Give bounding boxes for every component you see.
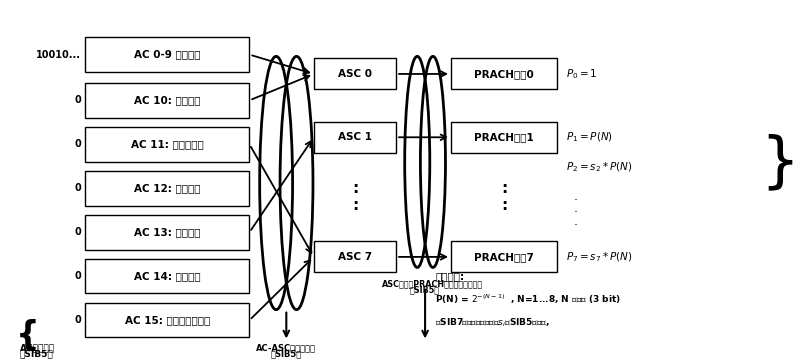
FancyBboxPatch shape bbox=[85, 37, 250, 72]
Text: 0: 0 bbox=[74, 183, 81, 193]
Text: 0: 0 bbox=[74, 227, 81, 237]
Text: AC 11: 运营商使用: AC 11: 运营商使用 bbox=[130, 139, 203, 149]
Text: 10010...: 10010... bbox=[36, 50, 81, 60]
FancyBboxPatch shape bbox=[451, 59, 557, 89]
Text: ASC 7: ASC 7 bbox=[338, 252, 372, 262]
Text: :
:: : : bbox=[501, 181, 507, 213]
Text: PRACH资有0: PRACH资有0 bbox=[474, 69, 534, 79]
FancyBboxPatch shape bbox=[314, 59, 396, 89]
Text: ASC和可用PRACH的资源的映射关系: ASC和可用PRACH的资源的映射关系 bbox=[382, 280, 483, 289]
Text: （SIB5）: （SIB5） bbox=[410, 286, 440, 295]
Text: {: { bbox=[16, 318, 39, 351]
Text: （SIB5）: （SIB5） bbox=[270, 349, 302, 358]
FancyBboxPatch shape bbox=[85, 259, 250, 294]
Text: 持续等级:: 持续等级: bbox=[435, 271, 465, 281]
Text: 0: 0 bbox=[74, 271, 81, 281]
Text: AC 13: 公共业务: AC 13: 公共业务 bbox=[134, 227, 201, 237]
Text: 0: 0 bbox=[74, 95, 81, 105]
Text: 在SIB7中发送，缩放因子$s_i$在SIB5中发送,: 在SIB7中发送，缩放因子$s_i$在SIB5中发送, bbox=[435, 317, 550, 329]
Text: }: } bbox=[761, 133, 800, 192]
Ellipse shape bbox=[394, 56, 457, 267]
FancyBboxPatch shape bbox=[314, 122, 396, 153]
FancyBboxPatch shape bbox=[85, 83, 250, 118]
Text: ASC 0: ASC 0 bbox=[338, 69, 372, 79]
Text: AC 14: 紧急业务: AC 14: 紧急业务 bbox=[134, 271, 201, 281]
Text: PRACH资有7: PRACH资有7 bbox=[474, 252, 534, 262]
Text: ·: · bbox=[574, 206, 578, 219]
Text: 0: 0 bbox=[74, 315, 81, 325]
Text: ·: · bbox=[574, 219, 578, 232]
Text: AC 10: 紧急呼叫: AC 10: 紧急呼叫 bbox=[134, 95, 201, 105]
FancyBboxPatch shape bbox=[85, 171, 250, 206]
Text: AC限制状态: AC限制状态 bbox=[20, 343, 55, 352]
Text: 0: 0 bbox=[74, 139, 81, 149]
Text: AC-ASC的映射关系: AC-ASC的映射关系 bbox=[256, 344, 316, 353]
FancyBboxPatch shape bbox=[451, 122, 557, 153]
FancyBboxPatch shape bbox=[85, 127, 250, 162]
Text: ASC 1: ASC 1 bbox=[338, 132, 372, 142]
Text: $P_1 = P(N)$: $P_1 = P(N)$ bbox=[566, 130, 614, 144]
Text: :
:: : : bbox=[352, 181, 358, 213]
Text: $P_7 = s_7 * P(N)$: $P_7 = s_7 * P(N)$ bbox=[566, 250, 633, 264]
FancyBboxPatch shape bbox=[314, 241, 396, 272]
Ellipse shape bbox=[245, 56, 327, 310]
Text: ·: · bbox=[574, 194, 578, 207]
Text: AC 12: 安全业务: AC 12: 安全业务 bbox=[134, 183, 201, 193]
FancyBboxPatch shape bbox=[85, 303, 250, 337]
FancyBboxPatch shape bbox=[85, 215, 250, 250]
Text: （SIB5）: （SIB5） bbox=[20, 349, 54, 358]
Text: $P_2 = s_2 * P(N)$: $P_2 = s_2 * P(N)$ bbox=[566, 160, 633, 174]
Text: P(N) = $2^{-(N-1)}$  , N=1...8, N 的小小 (3 bit): P(N) = $2^{-(N-1)}$ , N=1...8, N 的小小 (3 … bbox=[435, 293, 622, 306]
Text: PRACH资有1: PRACH资有1 bbox=[474, 132, 534, 142]
Text: AC 15: 运营商工作人员: AC 15: 运营商工作人员 bbox=[125, 315, 210, 325]
FancyBboxPatch shape bbox=[451, 241, 557, 272]
Text: AC 0-9 普通用户: AC 0-9 普通用户 bbox=[134, 50, 201, 60]
Text: $P_0 = 1$: $P_0 = 1$ bbox=[566, 67, 598, 81]
